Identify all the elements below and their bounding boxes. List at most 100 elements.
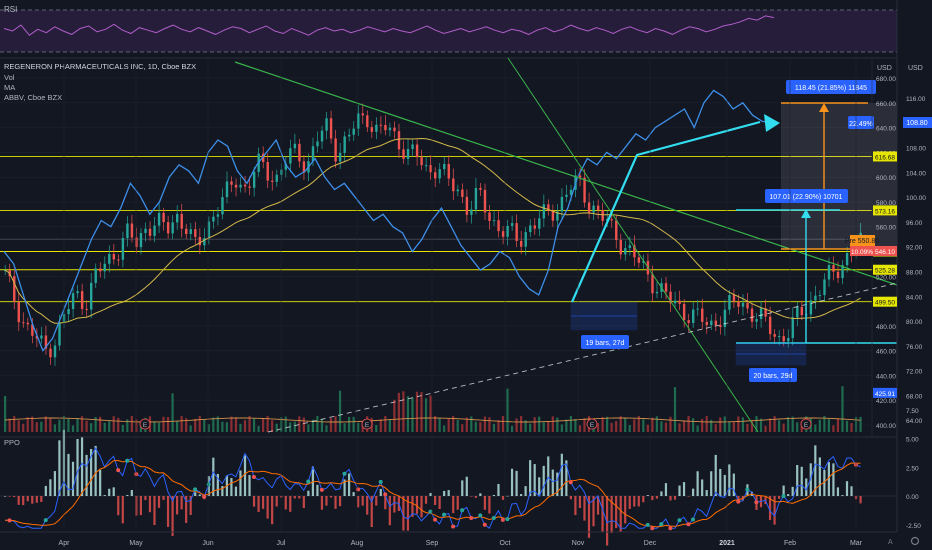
ppo-hist-bar bbox=[547, 456, 550, 496]
time-label: Aug bbox=[351, 540, 364, 547]
candle-body bbox=[587, 202, 591, 213]
legend-ma: MA bbox=[4, 83, 15, 92]
ppo-hist-bar bbox=[610, 496, 613, 534]
time-axis[interactable]: Apr May Jun Jul Aug Sep Oct Nov Dec 2021 Feb Mar bbox=[59, 58, 863, 547]
pre-market-tag: Pre 550.80 bbox=[845, 235, 879, 246]
candle-body bbox=[841, 265, 844, 279]
candle-body bbox=[551, 210, 555, 221]
ppo-hist-bar bbox=[646, 495, 649, 496]
ppo-axis[interactable]: 7.50 5.00 2.50 0.00 -2.50 bbox=[906, 408, 921, 530]
candle-body bbox=[818, 295, 822, 297]
projection-arrow-head bbox=[764, 114, 780, 132]
ppo-cross-dot bbox=[251, 475, 256, 480]
ppo-cross-dot bbox=[206, 482, 211, 487]
price-tag-bg bbox=[873, 151, 897, 162]
ppo-hist-bar bbox=[135, 496, 138, 516]
volume-bar bbox=[696, 425, 699, 432]
volume-bar bbox=[13, 416, 16, 432]
time-label: May bbox=[129, 540, 143, 547]
volume-ma-line bbox=[4, 417, 861, 423]
ppo-hist-bar bbox=[768, 496, 772, 521]
volume-bar bbox=[189, 425, 192, 432]
right-tick-label: 68.00 bbox=[906, 393, 923, 400]
candle-body bbox=[664, 283, 668, 292]
volume-bar bbox=[162, 416, 165, 432]
candle-body bbox=[176, 213, 179, 223]
volume-bar bbox=[4, 396, 7, 432]
ppo-hist-bar bbox=[438, 496, 441, 510]
measure-label-2[interactable]: 107.01 (22.90%) 10701 bbox=[765, 189, 848, 203]
volume-bar bbox=[76, 418, 79, 432]
candle-body bbox=[94, 268, 97, 283]
candle-body bbox=[488, 212, 491, 221]
volume-bar bbox=[782, 423, 785, 432]
measure-label-1[interactable]: 118.45 (21.85%) 11845 bbox=[786, 80, 876, 94]
ppo-hist-bar bbox=[723, 474, 726, 496]
volume-bar bbox=[492, 423, 496, 432]
ppo-cross-dot bbox=[568, 480, 573, 485]
candle-body bbox=[692, 309, 695, 324]
earnings-marker-label: E bbox=[590, 422, 595, 429]
volume-bar bbox=[542, 422, 545, 432]
ppo-hist-bar bbox=[316, 484, 319, 496]
ppo-hist-bar bbox=[99, 469, 102, 496]
ppo-hist-bar bbox=[94, 445, 97, 496]
ppo-hist-bar bbox=[71, 461, 75, 496]
left-tick-label: 680.00 bbox=[876, 76, 896, 83]
ppo-hist-bar bbox=[510, 468, 514, 496]
candle-body bbox=[447, 164, 450, 179]
volume-bar bbox=[728, 421, 731, 432]
candle-body bbox=[406, 148, 410, 159]
volume-bar bbox=[678, 423, 681, 432]
right-tick-label: 104.00 bbox=[906, 170, 926, 177]
log-toggle[interactable]: A bbox=[888, 539, 893, 546]
ppo-hist-bar bbox=[470, 496, 473, 497]
ppo-hist-bar bbox=[456, 496, 459, 510]
ppo-hist-bar bbox=[53, 471, 56, 496]
volume-bar bbox=[551, 416, 554, 432]
ppo-hist-bar bbox=[80, 437, 84, 496]
time-label: Feb bbox=[784, 540, 796, 547]
volume-bar bbox=[99, 416, 102, 432]
right-tick-label: 88.00 bbox=[906, 270, 923, 277]
candle-body bbox=[216, 214, 220, 217]
ppo-hist-bar bbox=[479, 493, 482, 496]
time-label: Jul bbox=[277, 540, 286, 547]
settings-gear-icon[interactable] bbox=[910, 536, 920, 546]
ppo-hist-bar bbox=[153, 496, 156, 526]
volume-bar bbox=[388, 419, 391, 432]
ppo-hist-bar bbox=[243, 455, 247, 496]
volume-bar bbox=[438, 418, 441, 432]
svg-text:118.45 (21.85%) 11845: 118.45 (21.85%) 11845 bbox=[795, 85, 867, 92]
ppo-hist-bar bbox=[275, 496, 278, 507]
volume-bar bbox=[814, 424, 817, 432]
candle-body bbox=[529, 225, 532, 233]
price-tag-bg bbox=[873, 296, 897, 307]
svg-text:22.49%: 22.49% bbox=[849, 121, 873, 128]
volume-bar bbox=[121, 424, 124, 432]
time-label: 2021 bbox=[719, 540, 735, 547]
bars-label-2[interactable]: 20 bars, 29d bbox=[749, 368, 797, 382]
candle-body bbox=[252, 171, 256, 188]
volume-bar bbox=[180, 416, 183, 432]
candle-body bbox=[31, 324, 34, 336]
right-tick-label: 80.00 bbox=[906, 319, 923, 326]
ppo-hist-bar bbox=[366, 496, 369, 515]
ppo-hist-bar bbox=[845, 481, 849, 496]
bars-label-1[interactable]: 19 bars, 27d bbox=[581, 335, 629, 349]
ppo-cross-dot bbox=[754, 500, 759, 505]
candle-body bbox=[76, 291, 79, 294]
ppo-hist-bar bbox=[307, 490, 310, 496]
ppo-hist-bar bbox=[791, 486, 794, 496]
ppo-hist-bar bbox=[35, 496, 38, 503]
candle-body bbox=[443, 164, 446, 170]
ppo-hist-bar bbox=[325, 496, 328, 506]
candle-body bbox=[248, 186, 251, 188]
candle-body bbox=[787, 338, 790, 342]
volume-bar bbox=[379, 419, 382, 432]
svg-text:20 bars, 29d: 20 bars, 29d bbox=[754, 373, 793, 380]
left-tick-label: 420.00 bbox=[876, 398, 896, 405]
earnings-marker bbox=[361, 418, 373, 430]
